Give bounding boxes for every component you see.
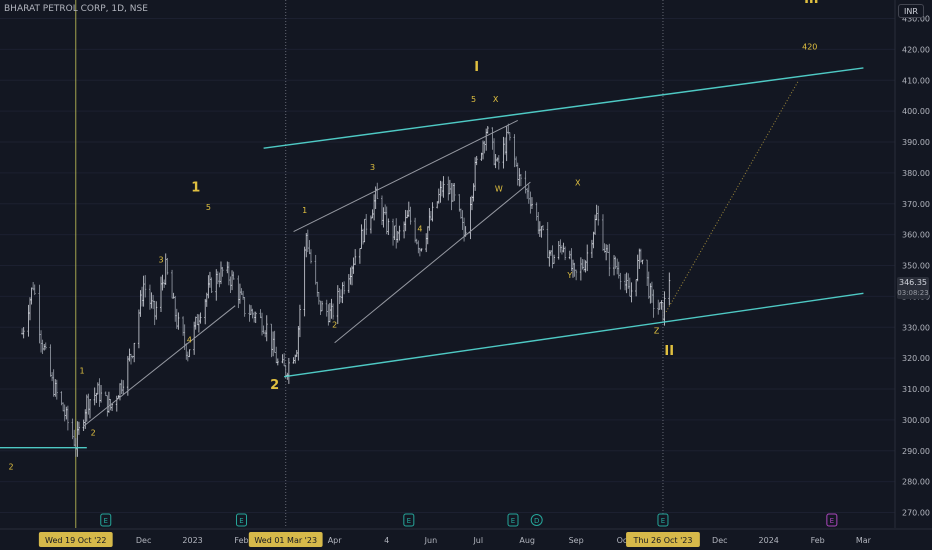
wave-label: 4 xyxy=(187,336,192,345)
x-tick-label: Jun xyxy=(424,536,438,545)
earnings-badge xyxy=(826,513,838,527)
event-badge-label: E xyxy=(661,517,665,525)
y-tick-label: 270.00 xyxy=(902,509,930,518)
event-badge-label: E xyxy=(830,517,834,525)
wave-label: 3 xyxy=(370,163,375,172)
event-badge-label: E xyxy=(104,517,108,525)
last-price-tag: 346.35 03:08:23 xyxy=(897,277,929,299)
event-badge-label: E xyxy=(239,517,243,525)
bar-countdown: 03:08:23 xyxy=(897,289,929,297)
wave-label: 2 xyxy=(270,378,279,393)
x-tick-label: Dec xyxy=(136,536,151,545)
y-tick-label: 370.00 xyxy=(902,200,930,209)
y-tick-label: 430.00 xyxy=(902,15,930,24)
trend-line xyxy=(334,181,531,344)
x-tick-label: Aug xyxy=(519,536,535,545)
y-tick-label: 320.00 xyxy=(902,354,930,363)
channel-line-lower xyxy=(284,292,864,378)
earnings-badge xyxy=(100,513,112,527)
x-tick-label: 2023 xyxy=(182,536,202,545)
x-tick-label: 2024 xyxy=(759,536,779,545)
currency-button[interactable]: INR xyxy=(898,4,924,18)
x-tick-label: Feb xyxy=(811,536,825,545)
y-tick-label: 300.00 xyxy=(902,416,930,425)
wave-label: II xyxy=(664,344,674,359)
x-tick-label: Oct xyxy=(617,536,631,545)
wave-label: X xyxy=(493,95,499,104)
trend-line xyxy=(83,305,236,427)
wave-label: 1 xyxy=(302,206,307,215)
y-tick-label: 310.00 xyxy=(902,385,930,394)
wave-label: III xyxy=(804,0,819,7)
marker-date-chip xyxy=(248,532,323,547)
y-tick-label: 330.00 xyxy=(902,323,930,332)
wave-label: 3 xyxy=(158,255,163,264)
marker-date-chip xyxy=(626,532,700,547)
earnings-badge xyxy=(657,513,669,527)
marker-date-label: Wed 19 Oct '22 xyxy=(45,536,106,545)
wave-label: Z xyxy=(654,326,660,335)
wave-label: Y xyxy=(566,271,572,280)
earnings-badge xyxy=(507,513,519,527)
wave-label: I xyxy=(474,60,479,75)
wave-label: 5 xyxy=(206,203,211,212)
wave-label: 420 xyxy=(802,42,817,51)
wave-label: 1 xyxy=(191,180,200,195)
wave-label: 4 xyxy=(417,225,422,234)
wave-label: 1 xyxy=(80,367,85,376)
y-tick-label: 280.00 xyxy=(902,478,930,487)
channel-line-upper xyxy=(263,67,864,149)
x-tick-label: Sep xyxy=(569,536,584,545)
wave-label: 2 xyxy=(91,428,96,437)
wave-label: W xyxy=(495,184,503,193)
x-tick-label: 4 xyxy=(384,536,389,545)
event-badge-label: E xyxy=(407,517,411,525)
y-tick-label: 290.00 xyxy=(902,447,930,456)
earnings-badge xyxy=(403,513,415,527)
wave-label: 2 xyxy=(9,462,14,471)
y-tick-label: 390.00 xyxy=(902,138,930,147)
symbol-title: BHARAT PETROL CORP, 1D, NSE xyxy=(4,4,148,14)
trend-line xyxy=(293,119,518,233)
wave-label: X xyxy=(575,178,581,187)
x-tick-label: Apr xyxy=(328,536,343,545)
x-tick-label: Dec xyxy=(712,536,727,545)
y-tick-label: 410.00 xyxy=(902,76,930,85)
dividend-badge xyxy=(530,514,543,526)
earnings-badge xyxy=(236,513,248,527)
marker-date-chip xyxy=(38,532,113,547)
y-tick-label: 420.00 xyxy=(902,45,930,54)
y-tick-label: 350.00 xyxy=(902,262,930,271)
wave-label: 2 xyxy=(332,320,337,329)
marker-date-label: Thu 26 Oct '23 xyxy=(632,536,692,545)
x-tick-label: Jul xyxy=(472,536,483,545)
wave-label: 5 xyxy=(471,95,476,104)
marker-date-label: Wed 01 Mar '23 xyxy=(254,536,317,545)
x-tick-label: Feb xyxy=(234,536,248,545)
candles xyxy=(21,123,671,457)
trend-line xyxy=(665,80,800,313)
y-tick-label: 400.00 xyxy=(902,107,930,116)
event-badge-label: D xyxy=(534,517,539,525)
last-price-value: 346.35 xyxy=(899,278,927,287)
x-tick-label: Mar xyxy=(856,536,872,545)
y-tick-label: 360.00 xyxy=(902,231,930,240)
y-tick-label: 380.00 xyxy=(902,169,930,178)
event-badge-label: E xyxy=(511,517,515,525)
